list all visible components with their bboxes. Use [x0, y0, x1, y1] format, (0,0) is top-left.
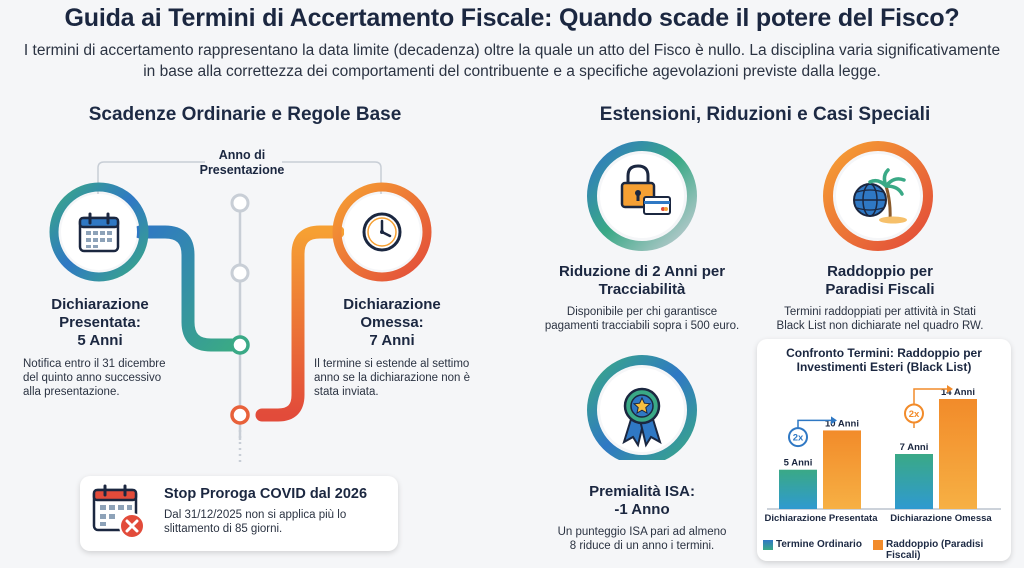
- category-label-omessa: Dichiarazione Omessa: [890, 513, 992, 524]
- multiplier-badge-0: [788, 427, 808, 448]
- tracciabilita-ring: [587, 141, 697, 251]
- paradisi-title-line2: Paradisi Fiscali: [825, 281, 935, 298]
- omessa-path: [255, 225, 345, 422]
- page-title: Guida ai Termini di Accertamento Fiscale…: [64, 4, 960, 32]
- isa-title-line2: -1 Anno: [614, 501, 670, 518]
- page-subtitle: I termini di accertamento rappresentano …: [23, 42, 1001, 80]
- omessa-title-line2: Omessa:: [360, 314, 424, 331]
- covid-card: Stop Proroga COVID dal 2026 Dal 31/12/20…: [80, 476, 398, 551]
- chart-card: Confronto Termini: Raddoppio per Investi…: [757, 339, 1011, 561]
- legend-label-ordinario: Termine Ordinario: [776, 539, 862, 550]
- presentata-ring: [49, 182, 149, 282]
- timeline-node-presentata: [230, 335, 250, 355]
- presentata-text: Notifica entro il 31 dicembre del quinto…: [23, 358, 166, 398]
- left-section-heading: Scadenze Ordinarie e Regole Base: [88, 104, 402, 125]
- omessa-text: Il termine si estende al settimo anno se…: [314, 358, 471, 398]
- chart-title: Confronto Termini: Raddoppio per Investi…: [786, 346, 982, 374]
- bar-raddoppio-1: [939, 399, 977, 509]
- covid-text: Dal 31/12/2025 non si applica più lo sli…: [164, 509, 347, 535]
- paradisi-block: Raddoppio per Paradisi Fiscali Termini r…: [770, 263, 990, 333]
- bar-label-ordinario-1: 7 Anni: [900, 442, 929, 453]
- category-label-presentata: Dichiarazione Presentata: [764, 513, 878, 524]
- presentata-title-line2: Presentata:: [59, 314, 141, 331]
- paradisi-title-line1: Raddoppio per: [827, 263, 933, 280]
- isa-ring: [587, 355, 697, 460]
- tracciabilita-title-line2: Tracciabilità: [598, 281, 686, 298]
- isa-title-line1: Premialità ISA:: [589, 483, 695, 500]
- right-section-heading: Estensioni, Riduzioni e Casi Speciali: [599, 104, 931, 125]
- omessa-block: Dichiarazione Omessa: 7 Anni Il termine …: [302, 296, 482, 399]
- presentata-path: [133, 225, 239, 352]
- bar-label-raddoppio-1: 14 Anni: [941, 387, 975, 398]
- timeline-node-omessa: [230, 405, 250, 425]
- calendar-icon: [78, 212, 120, 253]
- bracket-line-right: [282, 161, 382, 194]
- bar-ordinario-1: [895, 454, 933, 509]
- bar-ordinario-0: [779, 469, 817, 509]
- multiplier-badge-1: [904, 403, 924, 424]
- multiplier-arrowhead-1: [947, 385, 953, 393]
- clock-icon: [362, 212, 402, 252]
- bar-label-ordinario-0: 5 Anni: [784, 458, 813, 469]
- calendar-cancel-icon: [92, 484, 145, 539]
- presentata-years: 5 Anni: [77, 332, 123, 349]
- omessa-ring: [332, 182, 432, 282]
- timeline-label: Anno di Presentazione: [199, 148, 285, 177]
- globe-palm-icon: [853, 168, 907, 224]
- omessa-title-line1: Dichiarazione: [343, 296, 441, 313]
- paradisi-text: Termini raddoppiati per attività in Stat…: [776, 306, 984, 332]
- tracciabilita-text: Disponibile per chi garantisce pagamenti…: [544, 306, 740, 332]
- isa-block: Premialità ISA: -1 Anno Un punteggio ISA…: [547, 483, 737, 553]
- isa-text: Un punteggio ISA pari ad almeno 8 riduce…: [557, 526, 727, 552]
- lock-card-icon: [620, 164, 671, 215]
- timeline-diagram: [49, 161, 432, 465]
- legend-label-raddoppio: Raddoppio (Paradisi Fiscali): [886, 539, 984, 561]
- bar-raddoppio-0: [823, 430, 861, 509]
- tracciabilita-block: Riduzione di 2 Anni per Tracciabilità Di…: [537, 263, 747, 333]
- omessa-years: 7 Anni: [369, 332, 415, 349]
- timeline-node: [230, 263, 250, 283]
- covid-title: Stop Proroga COVID dal 2026: [164, 486, 368, 502]
- timeline-node: [230, 193, 250, 213]
- multiplier-label-0: 2x: [793, 433, 804, 444]
- bracket-line-left: [97, 161, 205, 194]
- tracciabilita-title-line1: Riduzione di 2 Anni per: [558, 263, 726, 280]
- multiplier-arrowhead-0: [831, 416, 837, 425]
- presentata-title-line1: Dichiarazione: [51, 296, 149, 313]
- right-icons: [587, 141, 933, 460]
- bar-label-raddoppio-0: 10 Anni: [825, 418, 859, 429]
- presentata-block: Dichiarazione Presentata: 5 Anni Notific…: [10, 296, 190, 399]
- chart-legend: Termine Ordinario Raddoppio (Paradisi Fi…: [763, 538, 1005, 561]
- legend-swatch-ordinario: [763, 540, 773, 550]
- legend-swatch-raddoppio: [873, 540, 883, 550]
- bar-chart: 5 Anni 10 Anni 2x 7 Anni 14 Anni 2x: [767, 385, 1001, 510]
- paradisi-ring: [823, 141, 933, 251]
- multiplier-label-1: 2x: [909, 409, 920, 420]
- award-ribbon-icon: [622, 387, 662, 448]
